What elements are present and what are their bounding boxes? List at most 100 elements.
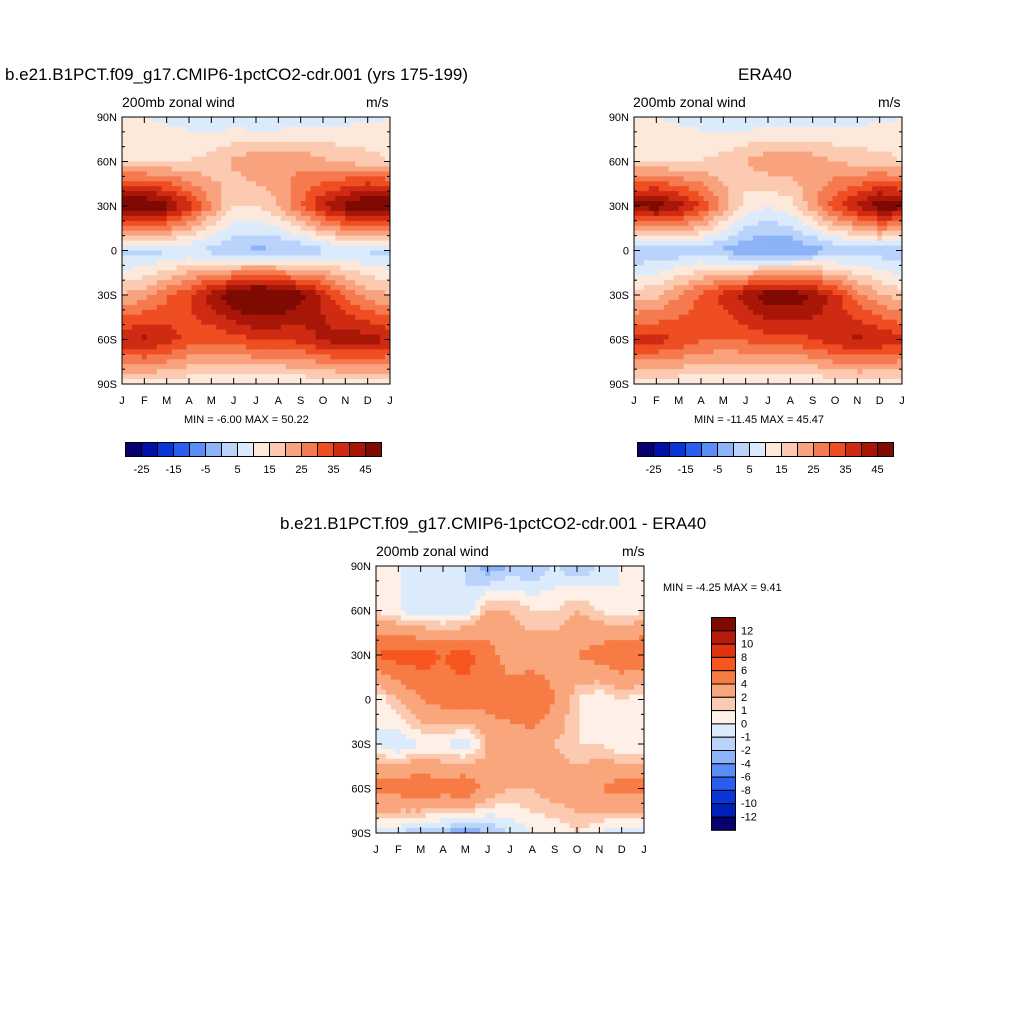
panel1-cell	[131, 280, 138, 286]
panel1-cell	[161, 309, 168, 316]
panel2-cell	[758, 270, 764, 276]
panel2-cell	[688, 255, 694, 261]
panel1-cell	[151, 131, 158, 138]
panel1-cell	[265, 245, 272, 251]
panel2-cell	[827, 206, 833, 212]
panel1-cell	[191, 210, 197, 217]
panel2-cell	[812, 161, 819, 167]
panel2-cell	[683, 235, 689, 242]
panel2-cell	[792, 240, 799, 246]
panel1-cell	[300, 329, 307, 335]
panel1-cell	[280, 334, 287, 340]
panel1-cell	[315, 275, 321, 281]
panel1-cell	[176, 136, 182, 143]
panel1-cell	[285, 161, 292, 167]
panel2-cell	[872, 245, 878, 251]
panel1-cell	[380, 126, 386, 133]
panel1-cell	[231, 151, 237, 157]
panel2-cell	[877, 146, 883, 153]
panel2-cell	[648, 265, 655, 271]
panel2-cell	[743, 176, 749, 182]
panel1-cell	[251, 196, 257, 202]
panel1-cell	[256, 275, 262, 281]
panel1-cell	[270, 230, 277, 237]
panel2-cell	[728, 126, 734, 133]
panel1-cell	[320, 255, 326, 261]
panel1-cell	[365, 230, 371, 237]
panel1-cell	[310, 117, 316, 123]
panel1-cell	[226, 334, 232, 340]
panel2-cell	[673, 146, 680, 153]
panel1-cell	[241, 161, 247, 167]
panel2-cell	[782, 161, 789, 167]
panel2-cell	[683, 121, 689, 128]
panel2-cell	[872, 141, 878, 148]
panel1-cell	[146, 126, 153, 133]
panel2-cell	[852, 260, 858, 266]
panel1-cell	[151, 186, 158, 192]
panel2-cell	[857, 295, 863, 301]
panel2-cell	[688, 270, 694, 276]
panel1-cell	[270, 186, 277, 192]
panel2-cell	[792, 201, 799, 207]
panel2-cell	[753, 240, 759, 246]
panel1-cell	[330, 146, 336, 153]
panel1-cell	[231, 265, 237, 271]
panel1-cell	[246, 304, 252, 311]
panel1-cell	[151, 235, 158, 242]
panel1-cell	[310, 275, 316, 281]
panel1-cell	[141, 206, 148, 212]
panel1-cell	[370, 245, 376, 251]
panel1-cell	[275, 206, 282, 212]
panel2-cell	[748, 285, 754, 291]
panel2-cell	[748, 136, 754, 143]
panel2-cell	[634, 215, 640, 222]
panel1-cell	[305, 285, 311, 291]
panel2-cell	[837, 275, 843, 281]
panel1-cell	[320, 131, 326, 138]
panel1-cell	[151, 334, 158, 340]
panel2-cell	[658, 295, 665, 301]
panel1-cell	[310, 171, 316, 177]
panel2-cell	[713, 146, 719, 153]
panel1-cell	[166, 285, 173, 291]
panel1-cell	[231, 255, 237, 261]
panel1-cell	[126, 117, 133, 123]
panel1-cell	[260, 369, 267, 375]
panel2-cell	[688, 117, 694, 123]
panel2-cell	[807, 295, 814, 301]
panel2-cell	[777, 181, 784, 187]
panel1-cell	[310, 136, 316, 143]
panel1-cell	[166, 275, 173, 281]
panel1-cell	[176, 329, 182, 335]
panel2-cell	[792, 126, 799, 133]
panel1-cell	[151, 314, 158, 321]
panel2-cell	[802, 181, 809, 187]
panel1-cell	[285, 191, 292, 197]
panel1-cell	[181, 141, 187, 148]
panel1-cell	[166, 151, 173, 157]
panel1-cell	[315, 295, 321, 301]
panel1-cell	[161, 314, 168, 321]
panel1-cell	[350, 186, 356, 192]
panel1-cell	[270, 344, 277, 350]
panel2-cell	[663, 156, 670, 162]
panel1-cell	[315, 304, 321, 311]
panel1-cell	[335, 344, 341, 350]
panel1-cell	[176, 225, 182, 232]
panel1-cell	[136, 245, 143, 251]
panel2-cell	[728, 196, 734, 202]
panel1-cell	[136, 344, 143, 350]
panel2-cell	[693, 151, 699, 157]
panel1-cell	[201, 220, 207, 227]
panel1-cell	[380, 201, 386, 207]
panel1-cell	[350, 260, 356, 266]
panel1-cell	[335, 349, 341, 355]
panel1-cell	[146, 314, 153, 321]
panel2-cell	[648, 215, 655, 222]
panel1-cell	[196, 191, 202, 197]
panel2-cell	[832, 260, 838, 266]
panel1-cell	[260, 196, 267, 202]
panel2-cell	[847, 290, 853, 296]
panel1-cell	[251, 171, 257, 177]
